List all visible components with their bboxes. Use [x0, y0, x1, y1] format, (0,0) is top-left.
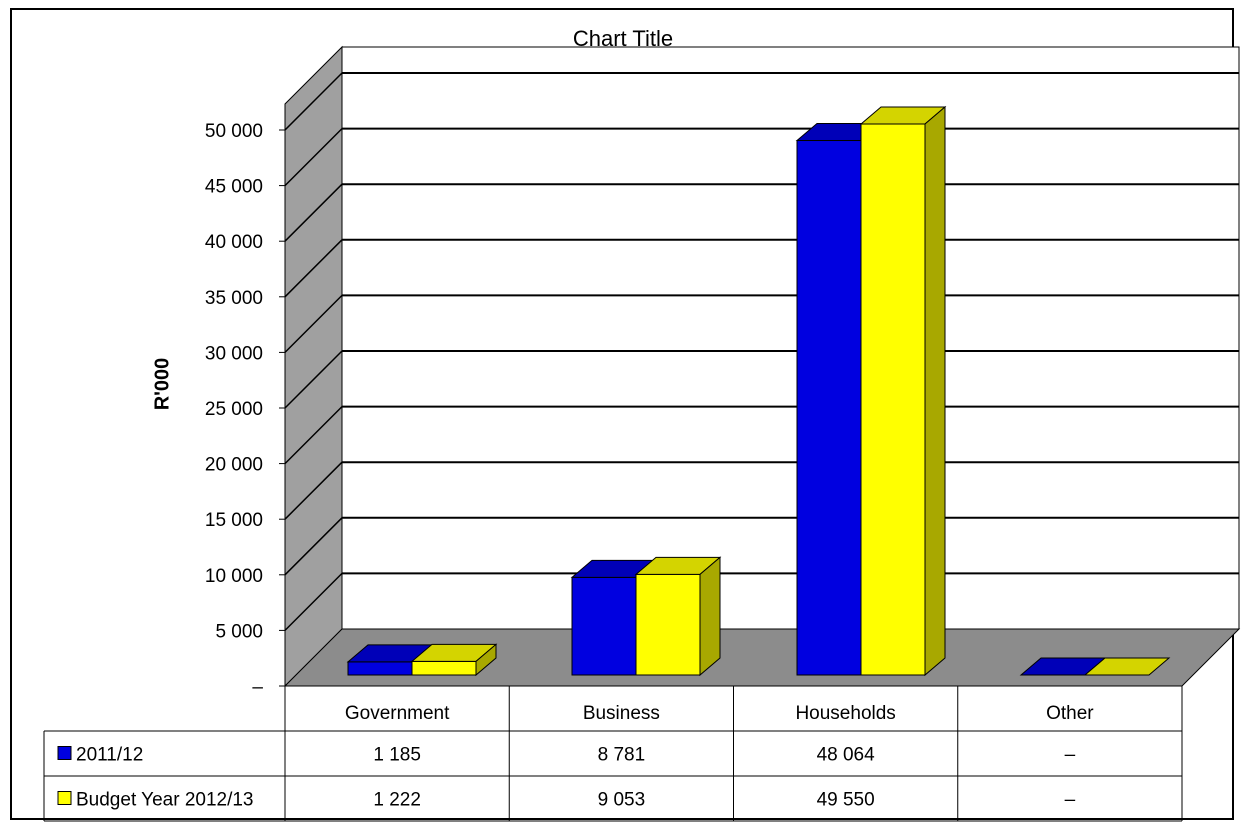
- x-category-label: Households: [795, 703, 895, 724]
- x-category-label: Business: [583, 703, 660, 724]
- data-label: 49 550: [817, 790, 875, 811]
- gridline-side: [284, 72, 343, 131]
- bar-front: [860, 123, 926, 676]
- y-tick-label: 25 000: [205, 399, 263, 420]
- data-label: 9 053: [598, 790, 646, 811]
- back-wall: [341, 46, 1240, 630]
- bar-front: [411, 660, 477, 676]
- y-tick-label: 20 000: [205, 455, 263, 476]
- data-label: 8 781: [598, 745, 646, 766]
- gridline-side: [284, 128, 343, 187]
- side-wall: [284, 45, 343, 688]
- gridline-side: [284, 461, 343, 520]
- bar-front: [571, 576, 637, 676]
- gridline-side: [284, 517, 343, 576]
- gridline-side: [284, 350, 343, 409]
- legend-label: 2011/12: [76, 745, 143, 766]
- floor: [283, 628, 1241, 687]
- y-tick-label: 50 000: [205, 121, 263, 142]
- gridline-side: [284, 239, 343, 298]
- y-tick-label: 15 000: [205, 510, 263, 531]
- y-tick-label: 10 000: [205, 566, 263, 587]
- data-label: –: [1065, 745, 1076, 766]
- data-label: 1 222: [373, 790, 421, 811]
- x-category-label: Government: [345, 703, 450, 724]
- gridline-side: [284, 183, 343, 242]
- data-label: 1 185: [373, 745, 421, 766]
- y-tick-label: 35 000: [205, 288, 263, 309]
- gridline-side: [284, 572, 343, 631]
- bar-side: [924, 105, 946, 677]
- bar-top: [1083, 657, 1171, 676]
- bar-front: [796, 140, 862, 676]
- legend-swatch: [57, 746, 72, 760]
- y-tick-label: 45 000: [205, 177, 263, 198]
- bar-front: [347, 661, 413, 676]
- y-tick-label: –: [252, 677, 263, 698]
- y-tick-label: 30 000: [205, 343, 263, 364]
- legend-label: Budget Year 2012/13: [76, 790, 254, 811]
- y-tick-label: 5 000: [215, 621, 263, 642]
- gridline-side: [284, 294, 343, 353]
- bar-side: [475, 643, 497, 677]
- y-tick-label: 40 000: [205, 232, 263, 253]
- x-category-label: Other: [1046, 703, 1094, 724]
- legend-swatch: [57, 791, 72, 805]
- bar-front: [635, 573, 701, 676]
- data-label: 48 064: [817, 745, 876, 766]
- bar-side: [699, 556, 721, 677]
- data-label: –: [1065, 790, 1076, 811]
- gridline-side: [284, 406, 343, 465]
